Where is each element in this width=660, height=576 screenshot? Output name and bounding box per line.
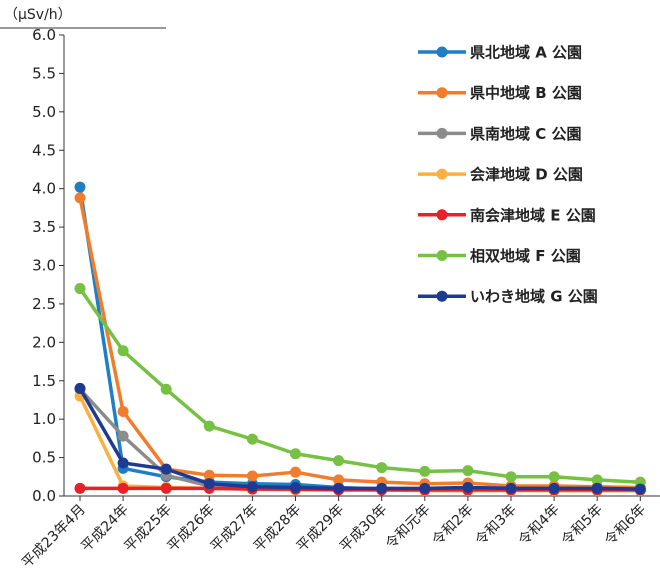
data-point	[203, 469, 215, 481]
data-point	[376, 482, 388, 494]
legend-marker	[436, 87, 448, 99]
data-point	[505, 471, 517, 483]
legend-item: いわき地域 G 公園	[418, 288, 598, 306]
legend-label: 南会津地域 E 公園	[470, 206, 596, 224]
legend-item: 県南地域 C 公園	[418, 125, 581, 143]
x-tick-label: 令和2年	[429, 502, 476, 549]
series-7	[74, 382, 646, 495]
data-point	[634, 483, 646, 495]
x-tick-label: 令和6年	[602, 502, 649, 549]
data-point	[246, 470, 258, 482]
data-point	[74, 283, 86, 295]
y-tick-label: 5.0	[32, 103, 56, 121]
data-point	[462, 482, 474, 494]
data-point	[74, 181, 86, 193]
legend-marker	[436, 209, 448, 221]
legend-marker	[436, 250, 448, 261]
series-line	[78, 287, 641, 484]
series-line	[78, 186, 641, 492]
data-point	[160, 463, 172, 475]
y-tick-label: 3.5	[32, 218, 56, 236]
data-point	[591, 482, 603, 494]
x-tick-label: 令和5年	[559, 502, 606, 549]
x-tick-label: 令和3年	[473, 502, 520, 549]
y-tick-label: 6.0	[32, 26, 56, 44]
x-tick-label: 平成30年	[337, 502, 391, 556]
series-3	[74, 383, 646, 497]
data-point	[419, 465, 431, 477]
y-tick-label: 2.5	[32, 295, 56, 313]
data-point	[548, 471, 560, 483]
data-point	[160, 482, 172, 494]
series-line	[78, 387, 641, 491]
y-tick-label: 0.5	[32, 449, 56, 467]
data-point	[290, 466, 301, 478]
y-tick-label: 0.0	[32, 487, 56, 505]
data-point	[117, 405, 129, 417]
legend-label: 県北地域 A 公園	[470, 44, 582, 62]
series-6	[74, 283, 646, 488]
legend-label: 県中地域 B 公園	[470, 84, 582, 102]
legend-marker	[436, 290, 448, 302]
x-tick-label: 平成23年4月	[19, 502, 89, 572]
series-line	[78, 197, 641, 490]
legend-label: いわき地域 G 公園	[470, 288, 598, 306]
data-point	[376, 462, 388, 474]
data-point	[548, 482, 560, 494]
y-tick-label: 1.0	[32, 410, 56, 428]
legend-label: 会津地域 D 公園	[470, 166, 583, 184]
legend-label: 相双地域 F 公園	[470, 247, 581, 265]
data-point	[591, 474, 603, 486]
y-tick-label: 4.0	[32, 180, 56, 198]
legend-item: 南会津地域 E 公園	[418, 206, 596, 224]
legend-item: 相双地域 F 公園	[418, 247, 581, 265]
y-tick-label: 5.5	[32, 64, 56, 82]
y-tick-label: 2.0	[32, 333, 56, 351]
data-point	[74, 482, 86, 494]
data-point	[203, 420, 215, 432]
data-point	[333, 474, 345, 486]
series-layer	[74, 181, 646, 497]
data-point	[505, 482, 517, 494]
legend-marker	[436, 127, 448, 139]
legend-label: 県南地域 C 公園	[470, 125, 581, 143]
y-tick-label: 4.5	[32, 141, 56, 159]
data-point	[419, 482, 431, 494]
x-tick-label: 令和4年	[516, 502, 563, 549]
y-tick-label: 3.0	[32, 257, 56, 275]
series-1	[74, 181, 646, 496]
data-point	[117, 345, 129, 357]
data-point	[290, 482, 301, 494]
legend-item: 県中地域 B 公園	[418, 84, 582, 102]
x-tick-label: 令和元年	[383, 502, 434, 553]
data-point	[462, 465, 474, 477]
data-point	[117, 482, 129, 494]
data-point	[160, 383, 172, 395]
data-point	[333, 482, 345, 494]
legend-item: 県北地域 A 公園	[418, 44, 582, 62]
data-point	[246, 481, 258, 493]
y-axis-unit-label: （μSv/h）	[4, 7, 72, 23]
data-point	[117, 457, 129, 469]
data-point	[74, 382, 86, 394]
data-point	[246, 433, 258, 445]
legend-marker	[436, 46, 448, 58]
legend-marker	[436, 168, 448, 180]
data-point	[203, 478, 215, 490]
data-point	[74, 192, 86, 204]
legend-item: 会津地域 D 公園	[418, 166, 583, 184]
y-tick-label: 1.5	[32, 372, 56, 390]
series-2	[74, 192, 646, 494]
data-point	[117, 430, 129, 442]
data-point	[290, 448, 301, 460]
data-point	[333, 455, 345, 467]
